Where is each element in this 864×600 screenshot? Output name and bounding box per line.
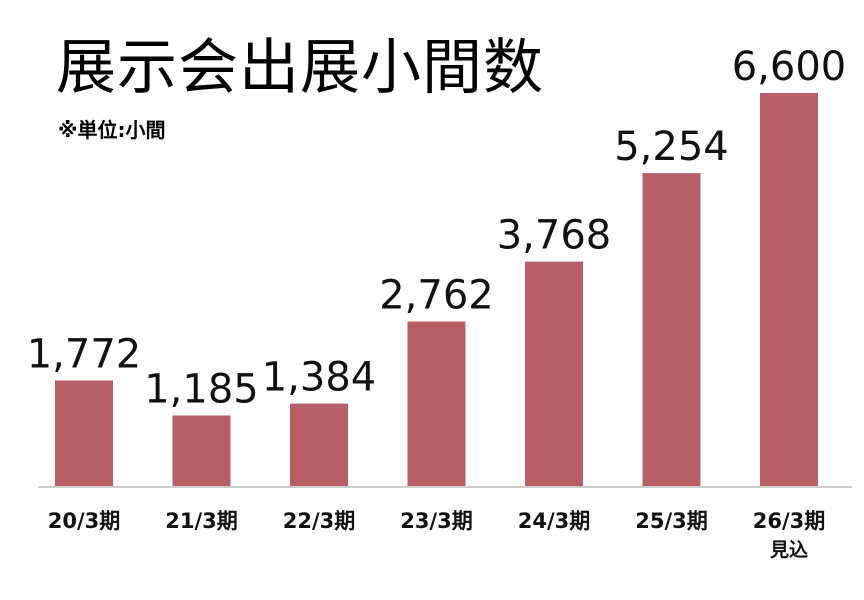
x-tick-label: 26/3期	[753, 509, 826, 533]
bar	[172, 415, 231, 486]
data-label: 5,254	[614, 124, 729, 170]
x-tick-label: 25/3期	[635, 509, 708, 533]
bar	[760, 93, 818, 486]
bar	[525, 261, 583, 486]
x-tick-note: 見込	[770, 539, 808, 561]
x-tick-label: 21/3期	[165, 509, 238, 533]
bar	[55, 380, 113, 486]
bar	[290, 403, 348, 486]
data-label: 1,384	[262, 355, 377, 401]
x-tick-label: 24/3期	[518, 509, 591, 533]
data-label: 3,768	[497, 213, 612, 259]
chart-title: 展示会出展小間数	[56, 33, 544, 103]
data-label: 6,600	[732, 44, 847, 90]
x-tick-label: 22/3期	[283, 509, 356, 533]
x-tick-label: 20/3期	[48, 509, 121, 533]
data-label: 1,772	[27, 331, 142, 377]
chart-subtitle: ※単位:小間	[58, 118, 166, 142]
x-tick-label: 23/3期	[400, 509, 473, 533]
data-label: 1,185	[144, 366, 259, 412]
bar	[407, 321, 466, 486]
bar	[642, 173, 701, 486]
data-label: 2,762	[379, 273, 494, 319]
